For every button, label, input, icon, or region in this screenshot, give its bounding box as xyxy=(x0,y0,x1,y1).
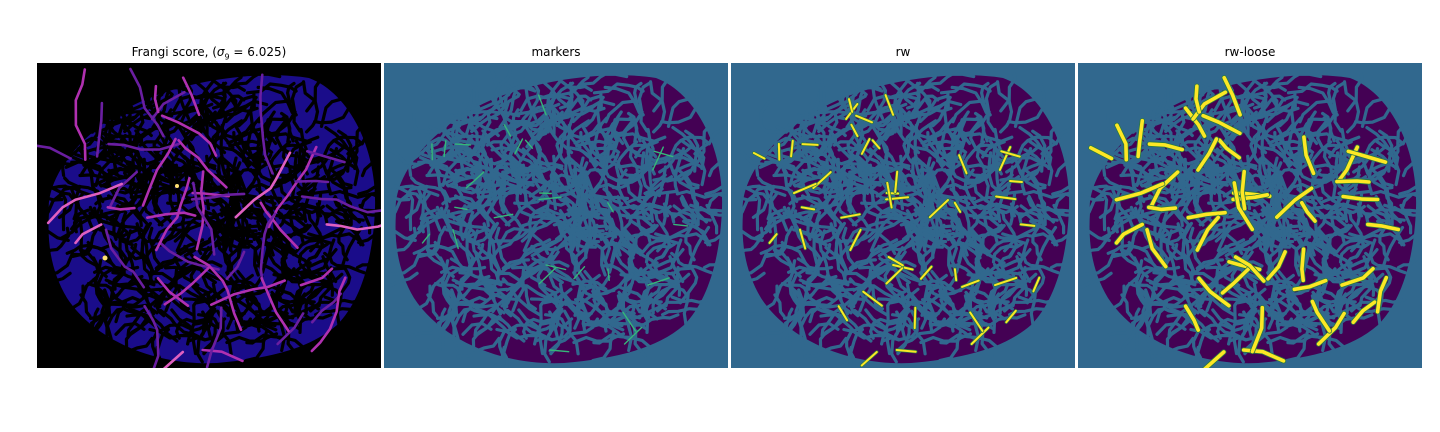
markers-image xyxy=(384,63,728,368)
rw-image xyxy=(731,63,1075,368)
frangi-title-prefix: Frangi score, ( xyxy=(131,45,217,59)
rw-vessel-segments xyxy=(752,93,1041,368)
panel-rw xyxy=(731,63,1075,368)
markers-marker-lines xyxy=(421,94,689,353)
frangi-score-image xyxy=(37,63,381,368)
sigma-subscript: 9 xyxy=(224,52,230,62)
panel-markers xyxy=(384,63,728,368)
rw-loose-image xyxy=(1078,63,1422,368)
panel-title-markers: markers xyxy=(531,45,581,59)
panel-title-rw: rw xyxy=(895,45,911,59)
panel-title-rw-loose: rw-loose xyxy=(1224,45,1276,59)
rwloose-vessel-segments xyxy=(1088,75,1401,368)
sigma-symbol: σ xyxy=(216,45,225,59)
panel-title-frangi: Frangi score, (σ9 = 6.025) xyxy=(37,45,381,61)
panel-rw-loose xyxy=(1078,63,1422,368)
rw-texture xyxy=(731,63,1075,368)
frangi-title-suffix: = 6.025) xyxy=(229,45,287,59)
frangi-vessels xyxy=(37,67,381,368)
panel-frangi xyxy=(37,63,381,368)
